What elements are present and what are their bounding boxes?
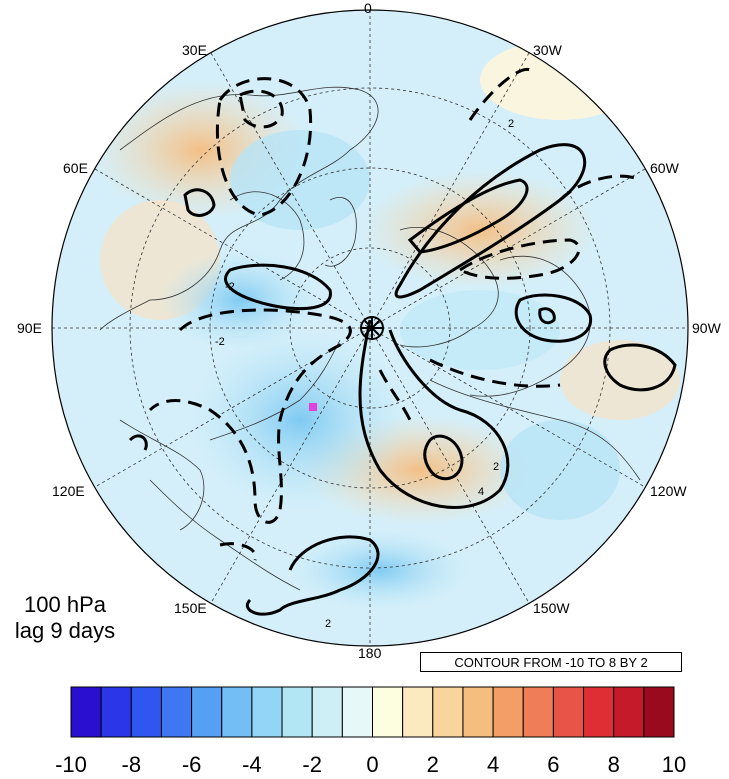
colorbar-swatch	[341, 686, 374, 738]
colorbar-tick-label: -6	[181, 752, 202, 777]
lon-label-0: 0	[364, 0, 372, 16]
colorbar-swatch	[281, 686, 313, 738]
colorbar-tick-label: 2	[426, 752, 439, 777]
lon-label-180: 180	[358, 645, 382, 661]
contour-positive-atlantic	[394, 143, 587, 299]
lon-label-120w: 120W	[650, 483, 687, 499]
colorbar-tick-label: -8	[121, 752, 142, 777]
lon-label-30e: 30E	[182, 42, 207, 58]
lon-label-90w: 90W	[692, 320, 721, 336]
colorbar-swatch	[130, 686, 162, 738]
colorbar-swatch	[643, 686, 675, 738]
contour-value-labels: 2 -2 2 4 2 -2	[215, 118, 514, 630]
lon-label-150w: 150W	[533, 600, 570, 616]
cool-anomaly-pacific	[290, 530, 470, 610]
colorbar-swatch	[583, 686, 615, 738]
colorbar-tick-label: 6	[547, 752, 560, 777]
colorbar-swatch	[402, 686, 434, 738]
location-marker	[309, 403, 317, 411]
colorbar-swatch	[372, 686, 404, 738]
colorbar-swatch	[191, 686, 223, 738]
contour-negative-europe	[215, 77, 313, 217]
lon-label-90e: 90E	[17, 320, 42, 336]
colorbar-tick-label: 0	[366, 752, 379, 777]
contour-positive-pacific	[358, 319, 510, 509]
colorbar-swatch	[613, 686, 645, 738]
colorbar-swatch	[492, 686, 524, 738]
shading-layer	[52, 10, 688, 646]
contour-label: 2	[493, 461, 499, 473]
colorbar-swatch	[100, 686, 132, 738]
contour-label: -2	[225, 281, 235, 293]
lag-line: lag 9 days	[14, 618, 116, 643]
lon-label-30w: 30W	[533, 42, 562, 58]
contour-label: 2	[325, 618, 331, 630]
level-line: 100 hPa	[24, 592, 106, 617]
coastlines	[99, 86, 641, 591]
colorbar-swatch	[522, 686, 554, 738]
contour-label: 2	[508, 118, 514, 130]
colorbar-swatch	[251, 686, 283, 738]
contour-lines	[128, 67, 677, 616]
lon-label-150e: 150E	[174, 600, 207, 616]
lon-label-120e: 120E	[52, 483, 85, 499]
colorbar-tick-label: 4	[486, 752, 500, 777]
colorbar-swatch	[160, 686, 193, 738]
cool-anomaly-siberia	[190, 330, 410, 510]
pole-marker	[360, 316, 384, 340]
colorbar-tick-label: 8	[607, 752, 620, 777]
colorbar-tick-label: 10	[661, 752, 687, 777]
colorbar-swatch	[432, 686, 464, 738]
colorbar	[70, 686, 675, 738]
colorbar-swatch	[311, 686, 343, 738]
level-label: 100 hPa lag 9 days	[0, 592, 130, 644]
colorbar-tick-label: -2	[302, 752, 322, 777]
colorbar-tick-label: -10	[55, 752, 87, 777]
lon-label-60w: 60W	[650, 160, 679, 176]
contour-label: -2	[215, 336, 225, 348]
contour-label: 4	[478, 486, 484, 498]
lon-label-60e: 60E	[63, 160, 88, 176]
colorbar-swatch	[462, 686, 494, 738]
contour-info-box: CONTOUR FROM -10 TO 8 BY 2	[420, 652, 682, 672]
colorbar-tick-label: -4	[242, 752, 262, 777]
colorbar-swatch	[552, 686, 585, 738]
map-border	[51, 9, 689, 647]
colorbar-swatch	[70, 686, 102, 738]
colorbar-swatch	[221, 686, 253, 738]
